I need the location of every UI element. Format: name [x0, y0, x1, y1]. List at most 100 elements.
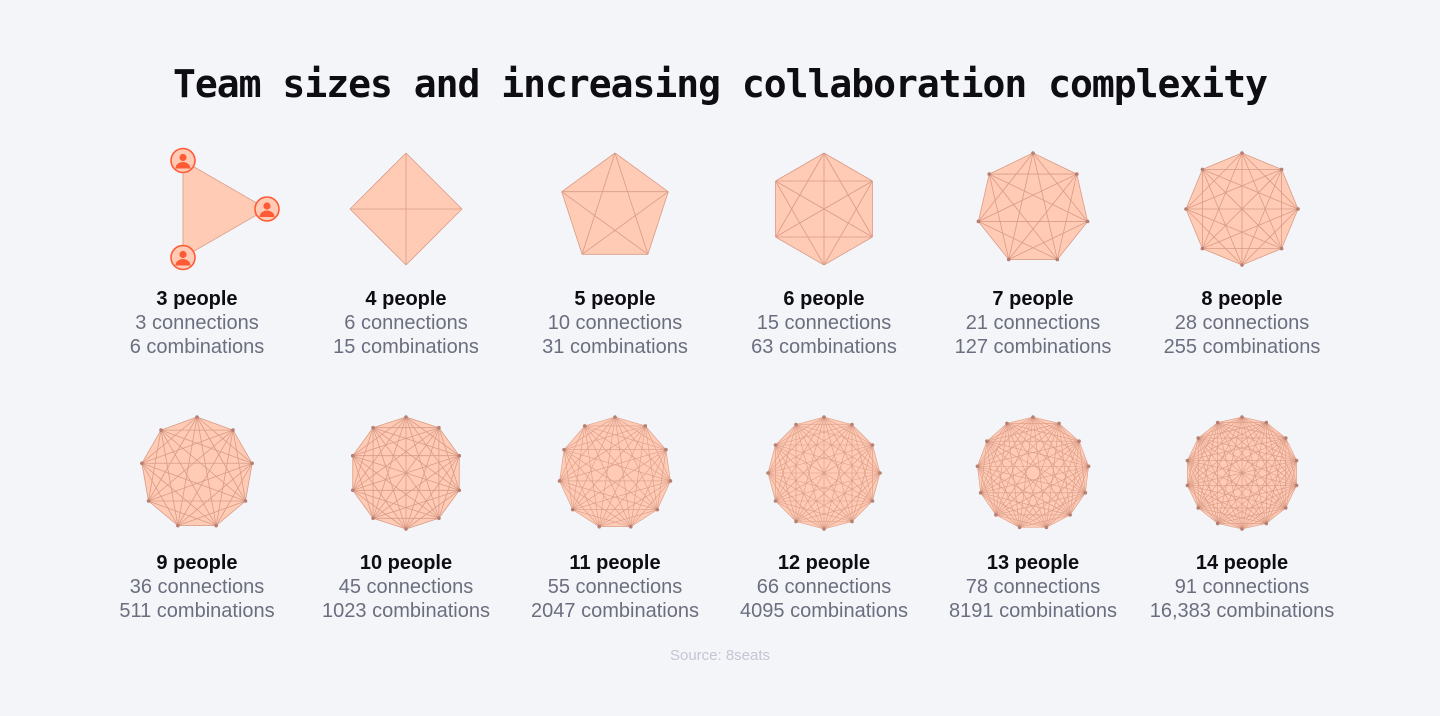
connection-line [563, 416, 616, 450]
person-node [350, 453, 355, 458]
connection-line [1285, 485, 1297, 509]
connection-line [1069, 466, 1089, 516]
connection-line [584, 416, 616, 427]
person-node [975, 464, 980, 469]
connection-line [795, 424, 853, 522]
connection-line [352, 455, 374, 519]
connection-line [1266, 422, 1297, 486]
combinations-label: 127 combinations [954, 336, 1112, 358]
person-node [176, 523, 180, 528]
connection-line [995, 423, 1008, 515]
connection-line [986, 441, 997, 515]
connection-line [977, 423, 1008, 467]
combinations-label: 16,383 combinations [1149, 600, 1335, 622]
team-polygon [977, 417, 1089, 528]
connection-line [775, 180, 873, 238]
person-node [1068, 513, 1072, 517]
team-polygon [561, 153, 669, 255]
connection-line [630, 449, 667, 527]
connection-line [977, 465, 1071, 516]
connection-line [148, 416, 198, 502]
connection-line [160, 429, 217, 526]
connection-line [1202, 248, 1243, 266]
connection-line [1032, 152, 1058, 260]
network-diagram-13 [975, 415, 1091, 530]
connection-line [1198, 485, 1297, 509]
connection-line [767, 472, 797, 522]
connection-line [823, 416, 853, 522]
connection-line [1058, 423, 1086, 493]
connection-line [1266, 422, 1286, 439]
connection-line [561, 191, 583, 255]
connection-line [872, 472, 881, 502]
connection-line [1058, 423, 1089, 467]
connection-line [1197, 438, 1218, 524]
person-node [140, 461, 144, 466]
person-node [1240, 415, 1244, 419]
combinations-label: 63 combinations [751, 336, 897, 358]
team-size-14: 14 people 91 connections 16,383 combinatio… [1127, 409, 1357, 623]
connection-line [1241, 416, 1287, 509]
person-node [773, 443, 778, 447]
team-size-8: 8 people 28 connections 255 combinations [1127, 145, 1357, 359]
connection-line [215, 430, 234, 526]
connection-line [196, 416, 217, 526]
network-diagram-3 [170, 147, 280, 271]
connection-line [614, 416, 671, 482]
connection-line [581, 152, 616, 255]
connection-line [978, 152, 1034, 222]
connection-line [141, 463, 149, 502]
connection-line [372, 489, 460, 519]
connection-line [352, 490, 374, 519]
person-node [231, 428, 235, 432]
connection-line [352, 427, 374, 491]
connection-line [160, 429, 253, 464]
connection-line [1032, 152, 1077, 175]
connection-line [561, 191, 649, 255]
person-node [557, 479, 562, 483]
connection-line [775, 152, 825, 182]
connection-line [148, 430, 162, 502]
connection-line [1006, 423, 1086, 494]
source-note: Source: 8seats [669, 647, 771, 664]
connection-line [1241, 152, 1282, 249]
connection-line [1046, 441, 1080, 528]
person-node [794, 422, 798, 427]
connection-line [1187, 460, 1286, 509]
people-label: 14 people [1195, 552, 1289, 574]
connection-line [372, 427, 440, 519]
connection-line [196, 416, 234, 431]
team-size-12: 12 people 66 connections 4095 combinations [709, 409, 939, 623]
team-size-3: 3 people 3 connections 6 combinations [82, 145, 312, 359]
connection-line [559, 480, 631, 527]
connection-line [977, 441, 988, 467]
connection-line [352, 416, 407, 491]
connection-line [1008, 173, 1078, 260]
team-size-4: 4 people 6 connections 15 combinations [291, 145, 521, 359]
connections-label: 66 connections [756, 576, 892, 598]
connection-line [823, 236, 873, 266]
person-node [994, 513, 998, 517]
connection-line [559, 480, 573, 510]
connection-line [1198, 507, 1243, 530]
connection-line [851, 500, 873, 522]
connection-line [1217, 422, 1286, 439]
person-node [582, 424, 587, 428]
connection-line [980, 423, 1008, 493]
connection-line [978, 221, 1010, 260]
connection-line [1197, 437, 1267, 524]
connection-line [1241, 416, 1267, 423]
connection-line [795, 521, 825, 530]
connections-label: 21 connections [965, 312, 1101, 334]
connection-line [1241, 523, 1267, 530]
person-node [597, 524, 602, 529]
connection-line [1085, 466, 1089, 493]
connection-line [1046, 466, 1089, 528]
connection-line [1008, 221, 1088, 260]
combinations-label: 2047 combinations [531, 600, 699, 622]
person-node [766, 471, 770, 475]
connection-line [1202, 169, 1299, 210]
connection-line [614, 416, 667, 450]
connection-line [563, 449, 573, 510]
person-node [878, 471, 882, 475]
